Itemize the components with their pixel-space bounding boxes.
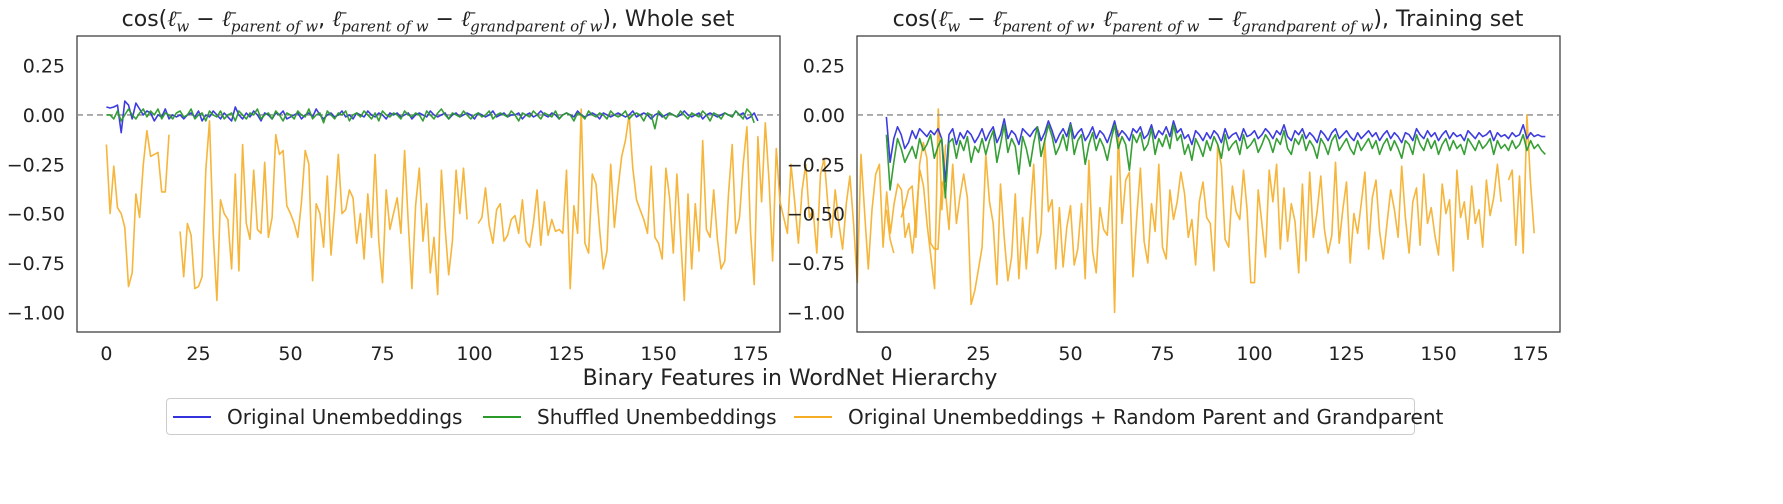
left-series-line-shuffled bbox=[106, 108, 755, 130]
right-x-tick-label: 0 bbox=[880, 343, 892, 365]
right-chart-title: cos(ℓ̄w − ℓ̄parent of w, ℓ̄parent of w −… bbox=[892, 7, 1524, 36]
left-x-tick-label: 150 bbox=[640, 343, 676, 365]
right-x-tick-label: 175 bbox=[1512, 343, 1548, 365]
legend-swatch-original bbox=[173, 415, 211, 418]
left-x-tick-label: 75 bbox=[370, 343, 394, 365]
right-y-tick-label: −0.25 bbox=[787, 154, 845, 176]
legend-swatch-shuffled bbox=[483, 415, 521, 418]
left-x-tick-label: 50 bbox=[278, 343, 302, 365]
legend-label-shuffled: Shuffled Unembeddings bbox=[537, 404, 777, 429]
left-series-line-original bbox=[106, 100, 759, 134]
left-series-line-random-parent bbox=[105, 108, 947, 302]
left-chart-title: cos(ℓ̄w − ℓ̄parent of w, ℓ̄parent of w −… bbox=[121, 7, 735, 36]
legend-swatch-random-parent bbox=[794, 415, 832, 418]
left-y-tick-label: 0.00 bbox=[23, 105, 65, 127]
left-x-tick-label: 25 bbox=[186, 343, 210, 365]
legend: Original Unembeddings Shuffled Unembeddi… bbox=[166, 398, 1443, 435]
left-chart-title-suffix: , Whole set bbox=[610, 7, 735, 32]
right-y-tick-label: 0.25 bbox=[803, 56, 845, 78]
left-x-tick-label: 0 bbox=[100, 343, 112, 365]
left-x-tick-label: 100 bbox=[456, 343, 492, 365]
left-y-tick-label: 0.25 bbox=[23, 56, 65, 78]
right-y-tick-label: −0.50 bbox=[787, 204, 845, 226]
right-y-tick-label: −0.75 bbox=[787, 253, 845, 275]
legend-item-random-parent: Original Unembeddings + Random Parent an… bbox=[794, 399, 1443, 434]
right-series-line-original bbox=[885, 116, 1546, 183]
left-y-tick-label: −0.25 bbox=[7, 154, 65, 176]
legend-item-shuffled: Shuffled Unembeddings bbox=[483, 399, 777, 434]
right-series-line-shuffled bbox=[885, 124, 1546, 199]
legend-label-original: Original Unembeddings bbox=[227, 404, 463, 429]
left-y-tick-label: −1.00 bbox=[7, 302, 65, 324]
legend-label-random-parent: Original Unembeddings + Random Parent an… bbox=[848, 404, 1444, 429]
right-x-tick-label: 150 bbox=[1420, 343, 1456, 365]
right-x-tick-label: 75 bbox=[1150, 343, 1174, 365]
right-x-tick-label: 50 bbox=[1058, 343, 1082, 365]
right-plot-frame bbox=[856, 35, 1561, 333]
right-x-tick-label: 125 bbox=[1328, 343, 1364, 365]
right-y-tick-label: 0.00 bbox=[803, 105, 845, 127]
right-series-line-random-parent bbox=[885, 114, 1535, 314]
right-x-tick-label: 25 bbox=[966, 343, 990, 365]
right-x-tick-label: 100 bbox=[1236, 343, 1272, 365]
right-chart-title-suffix: , Training set bbox=[1381, 7, 1524, 32]
shared-x-axis-label: Binary Features in WordNet Hierarchy bbox=[582, 366, 998, 391]
left-x-tick-label: 175 bbox=[732, 343, 768, 365]
left-x-tick-label: 125 bbox=[548, 343, 584, 365]
legend-item-original: Original Unembeddings bbox=[173, 399, 462, 434]
left-plot-frame bbox=[76, 35, 781, 333]
left-y-tick-label: −0.50 bbox=[7, 204, 65, 226]
left-y-tick-label: −0.75 bbox=[7, 253, 65, 275]
right-y-tick-label: −1.00 bbox=[787, 302, 845, 324]
